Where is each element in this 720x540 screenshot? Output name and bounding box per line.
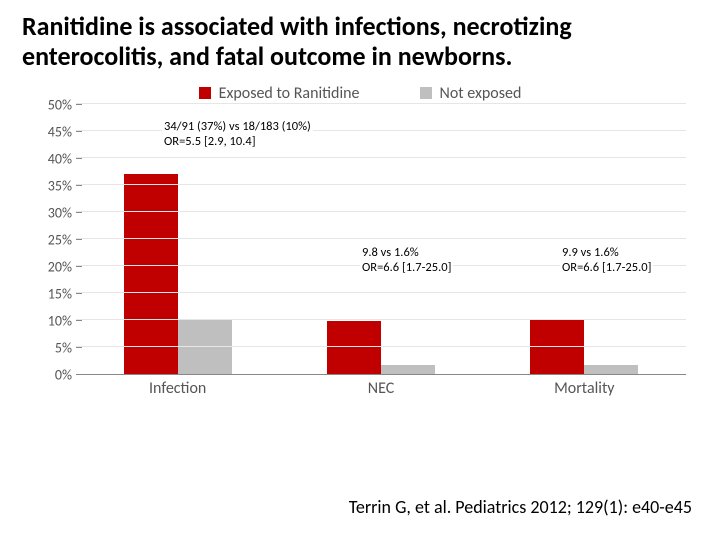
y-tick-label: 25% xyxy=(48,231,72,248)
bar xyxy=(381,365,435,374)
legend-item-exposed: Exposed to Ranitidine xyxy=(199,84,360,103)
legend-label-notexposed: Not exposed xyxy=(440,84,522,103)
x-axis-label: Mortality xyxy=(483,375,686,405)
y-tick-label: 20% xyxy=(48,258,72,275)
chart-legend: Exposed to Ranitidine Not exposed xyxy=(30,78,690,105)
citation: Terrin G, et al. Pediatrics 2012; 129(1)… xyxy=(349,496,692,518)
y-tick-label: 5% xyxy=(55,339,72,356)
x-axis-label: Infection xyxy=(76,375,279,405)
gridline xyxy=(76,238,686,239)
gridline xyxy=(76,211,686,212)
gridline xyxy=(76,319,686,320)
slide-title: Ranitidine is associated with infections… xyxy=(22,12,698,72)
y-tick-label: 40% xyxy=(48,150,72,167)
y-tick-label: 10% xyxy=(48,312,72,329)
y-tick-label: 30% xyxy=(48,204,72,221)
gridline xyxy=(76,103,686,104)
bar xyxy=(530,320,584,373)
bar xyxy=(124,174,178,374)
bar-group xyxy=(483,105,686,374)
legend-swatch-notexposed xyxy=(420,87,432,99)
gridline xyxy=(76,346,686,347)
gridline xyxy=(76,184,686,185)
y-tick-label: 0% xyxy=(55,366,72,383)
legend-item-notexposed: Not exposed xyxy=(420,84,522,103)
bar xyxy=(178,320,232,374)
y-tick-label: 50% xyxy=(48,96,72,113)
y-axis: 0%5%10%15%20%25%30%35%40%45%50% xyxy=(30,105,76,375)
chart-annotation: 34/91 (37%) vs 18/183 (10%)OR=5.5 [2.9, … xyxy=(162,118,313,151)
bar xyxy=(327,321,381,374)
legend-label-exposed: Exposed to Ranitidine xyxy=(219,84,360,103)
chart-annotation: 9.8 vs 1.6%OR=6.6 [1.7-25.0] xyxy=(360,244,453,277)
y-tick-label: 15% xyxy=(48,285,72,302)
x-axis-label: NEC xyxy=(279,375,482,405)
y-tick-label: 45% xyxy=(48,123,72,140)
chart-container: Exposed to Ranitidine Not exposed 0% 5% 10… xyxy=(30,78,690,448)
y-tick-label: 35% xyxy=(48,177,72,194)
legend-swatch-exposed xyxy=(199,87,211,99)
gridline xyxy=(76,157,686,158)
chart-annotation: 9.9 vs 1.6%OR=6.6 [1.7-25.0] xyxy=(560,244,653,277)
x-axis-labels: InfectionNECMortality xyxy=(76,375,686,405)
gridline xyxy=(76,292,686,293)
bar xyxy=(584,365,638,374)
